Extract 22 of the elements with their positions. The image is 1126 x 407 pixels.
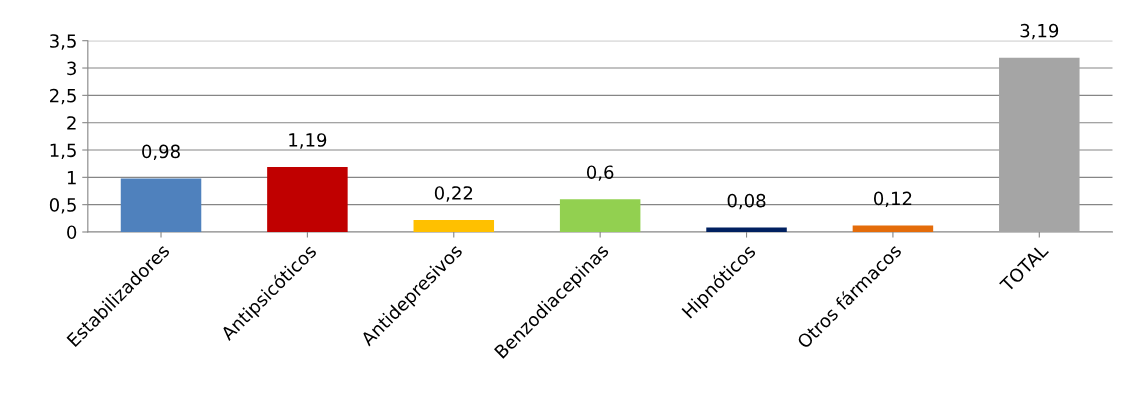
data-label: 1,19 — [289, 133, 327, 149]
y-tick-label: 0 — [67, 225, 77, 240]
bar — [559, 199, 641, 232]
bar — [120, 178, 202, 232]
y-tick-label: 3,5 — [50, 34, 76, 50]
data-label: 0,22 — [434, 186, 473, 202]
y-tick-label: 0,5 — [49, 198, 76, 214]
bar — [852, 225, 934, 232]
data-label: 0,98 — [142, 144, 180, 161]
y-tick-label: 3 — [67, 61, 76, 76]
data-label: 0,12 — [874, 191, 912, 208]
y-tick-label: 1,5 — [50, 143, 76, 159]
data-label: 3,19 — [1020, 23, 1059, 40]
y-tick-label: 2,5 — [50, 88, 76, 105]
data-label: 0,6 — [586, 165, 614, 181]
y-tick-label: 1 — [67, 171, 76, 185]
data-label: 0,08 — [727, 193, 766, 210]
bar — [267, 166, 348, 232]
bar — [413, 219, 495, 232]
bar — [999, 57, 1080, 232]
bar — [706, 227, 787, 232]
y-tick-label: 2 — [67, 116, 76, 130]
